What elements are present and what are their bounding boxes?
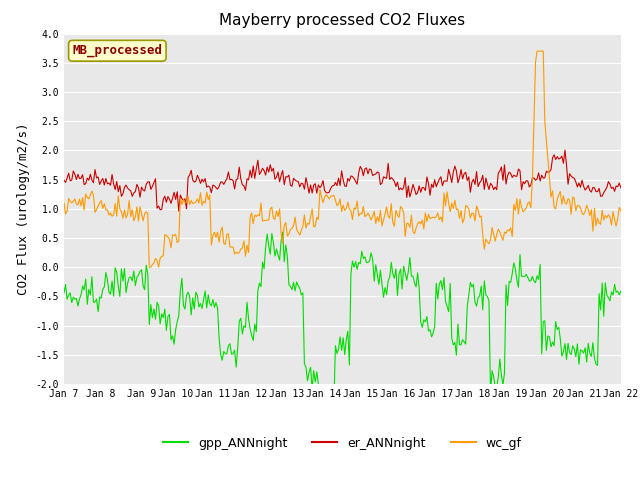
er_ANNnight bbox=[305, 190, 313, 196]
gpp_ANNnight bbox=[60, 290, 68, 296]
Title: Mayberry processed CO2 Fluxes: Mayberry processed CO2 Fluxes bbox=[220, 13, 465, 28]
Line: er_ANNnight: er_ANNnight bbox=[64, 150, 621, 211]
wc_gf bbox=[145, 264, 153, 270]
gpp_ANNnight bbox=[617, 288, 625, 294]
er_ANNnight bbox=[617, 185, 625, 191]
gpp_ANNnight bbox=[226, 341, 234, 347]
wc_gf bbox=[246, 214, 254, 220]
Text: MB_processed: MB_processed bbox=[72, 44, 163, 58]
gpp_ANNnight bbox=[279, 229, 287, 235]
er_ANNnight bbox=[561, 147, 569, 153]
gpp_ANNnight bbox=[129, 278, 136, 284]
wc_gf bbox=[617, 208, 625, 214]
Line: gpp_ANNnight: gpp_ANNnight bbox=[64, 232, 621, 413]
er_ANNnight bbox=[175, 208, 182, 214]
gpp_ANNnight bbox=[325, 410, 333, 416]
Y-axis label: CO2 Flux (urology/m2/s): CO2 Flux (urology/m2/s) bbox=[17, 122, 30, 295]
wc_gf bbox=[533, 48, 541, 54]
wc_gf bbox=[589, 228, 596, 234]
er_ANNnight bbox=[246, 168, 254, 173]
gpp_ANNnight bbox=[589, 340, 596, 346]
wc_gf bbox=[129, 207, 136, 213]
Line: wc_gf: wc_gf bbox=[64, 51, 621, 267]
gpp_ANNnight bbox=[305, 369, 313, 375]
wc_gf bbox=[228, 244, 236, 250]
wc_gf bbox=[305, 221, 313, 227]
wc_gf bbox=[60, 200, 68, 206]
er_ANNnight bbox=[255, 171, 263, 177]
Legend: gpp_ANNnight, er_ANNnight, wc_gf: gpp_ANNnight, er_ANNnight, wc_gf bbox=[158, 432, 527, 455]
er_ANNnight bbox=[228, 177, 236, 182]
er_ANNnight bbox=[60, 177, 68, 183]
er_ANNnight bbox=[129, 193, 136, 199]
er_ANNnight bbox=[589, 185, 596, 191]
gpp_ANNnight bbox=[244, 316, 252, 322]
wc_gf bbox=[255, 213, 263, 219]
gpp_ANNnight bbox=[254, 288, 262, 293]
